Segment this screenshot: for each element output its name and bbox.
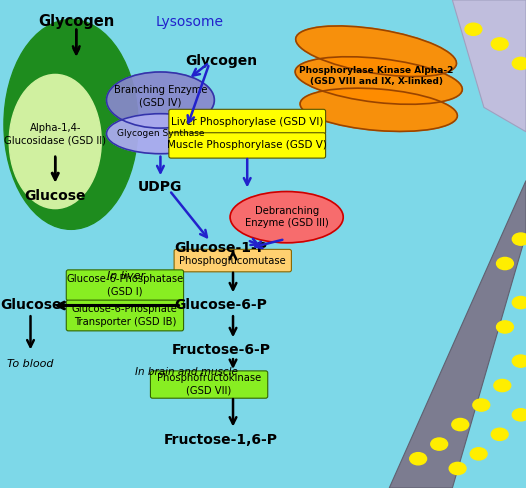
Ellipse shape: [295, 57, 462, 104]
FancyBboxPatch shape: [169, 133, 326, 158]
Ellipse shape: [410, 453, 427, 465]
Ellipse shape: [9, 74, 101, 209]
Text: Fructose-6-P: Fructose-6-P: [171, 344, 270, 357]
Ellipse shape: [512, 233, 526, 245]
Text: Liver Phosphorylase (GSD VI): Liver Phosphorylase (GSD VI): [171, 117, 323, 127]
Ellipse shape: [296, 26, 457, 77]
Ellipse shape: [512, 296, 526, 308]
Ellipse shape: [452, 418, 469, 430]
Ellipse shape: [431, 438, 448, 450]
Text: In brain and muscle: In brain and muscle: [135, 367, 238, 377]
Text: Glucose-6-P: Glucose-6-P: [175, 299, 267, 312]
Polygon shape: [389, 181, 526, 488]
Polygon shape: [452, 0, 526, 132]
Text: Glycogen: Glycogen: [38, 15, 114, 29]
Text: Glycogen: Glycogen: [185, 54, 257, 68]
Text: Phosphofructokinase
(GSD VII): Phosphofructokinase (GSD VII): [157, 373, 261, 396]
Text: Phosphorylase Kinase Alpha-2
(GSD VIII and IX, X-linked): Phosphorylase Kinase Alpha-2 (GSD VIII a…: [299, 65, 453, 86]
Ellipse shape: [497, 257, 513, 269]
Ellipse shape: [494, 380, 511, 391]
FancyBboxPatch shape: [66, 300, 184, 331]
Text: Fructose-1,6-P: Fructose-1,6-P: [164, 433, 278, 447]
Text: UDPG: UDPG: [138, 180, 183, 194]
Text: Lysosome: Lysosome: [155, 15, 224, 29]
Text: Glucose: Glucose: [25, 189, 86, 203]
Text: To blood: To blood: [7, 359, 54, 368]
Ellipse shape: [449, 463, 466, 474]
Ellipse shape: [4, 20, 138, 229]
Text: Glycogen Synthase: Glycogen Synthase: [117, 129, 204, 138]
Ellipse shape: [300, 88, 457, 131]
FancyBboxPatch shape: [169, 109, 326, 135]
Text: Muscle Phosphorylase (GSD V): Muscle Phosphorylase (GSD V): [167, 141, 327, 150]
Ellipse shape: [497, 321, 513, 333]
Ellipse shape: [512, 57, 526, 69]
Text: Debranching
Enzyme (GSD III): Debranching Enzyme (GSD III): [245, 206, 329, 228]
Text: Glucose-1-P: Glucose-1-P: [175, 241, 267, 255]
Text: Phosphoglucomutase: Phosphoglucomutase: [179, 256, 286, 265]
Ellipse shape: [512, 408, 526, 421]
Ellipse shape: [473, 399, 490, 411]
Ellipse shape: [106, 114, 215, 154]
Ellipse shape: [512, 355, 526, 367]
Text: Branching Enzyme
(GSD IV): Branching Enzyme (GSD IV): [114, 85, 207, 108]
Text: In liver: In liver: [107, 271, 145, 281]
Ellipse shape: [491, 428, 508, 440]
FancyBboxPatch shape: [174, 249, 291, 272]
Ellipse shape: [470, 448, 487, 460]
Ellipse shape: [230, 191, 343, 243]
Text: Alpha-1,4-
Glucosidase (GSD II): Alpha-1,4- Glucosidase (GSD II): [4, 122, 106, 146]
Ellipse shape: [465, 23, 482, 36]
Ellipse shape: [106, 72, 215, 128]
Text: Glucose-6-Phosphatase
(GSD I): Glucose-6-Phosphatase (GSD I): [66, 274, 184, 297]
Text: Glucose-6-Phosphate
Transporter (GSD IB): Glucose-6-Phosphate Transporter (GSD IB): [72, 304, 178, 327]
Text: Glucose: Glucose: [0, 299, 61, 312]
FancyBboxPatch shape: [66, 270, 184, 301]
Ellipse shape: [491, 38, 508, 50]
FancyBboxPatch shape: [150, 371, 268, 398]
